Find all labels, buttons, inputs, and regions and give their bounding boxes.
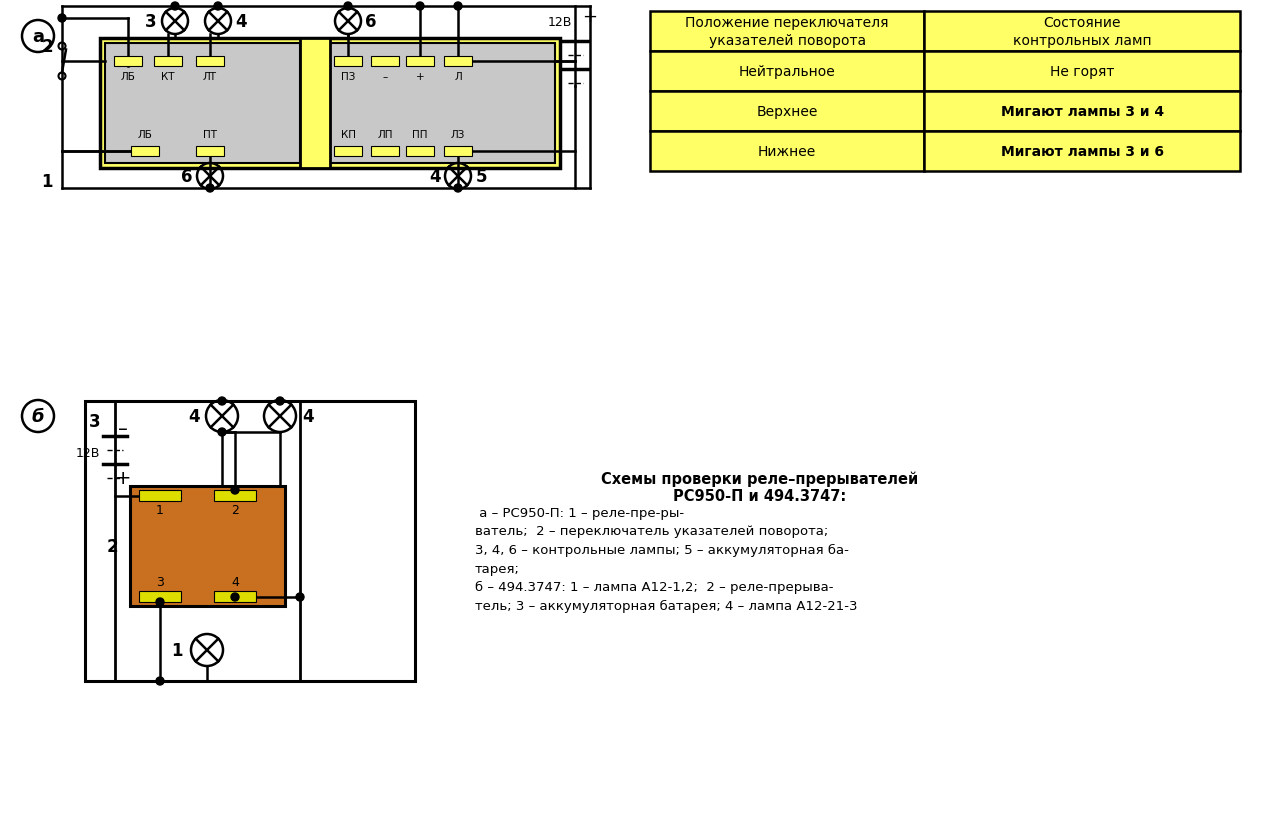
Text: 3: 3 — [145, 13, 157, 31]
Bar — [300, 39, 330, 169]
Text: а – РС950-П: 1 – реле-пре­ры-
ватель;  2 – переключатель указателей поворота;
3,: а – РС950-П: 1 – реле-пре­ры- ватель; 2 … — [475, 507, 857, 612]
Text: Нейтральное: Нейтральное — [739, 65, 836, 79]
Circle shape — [171, 3, 179, 11]
Text: 12В: 12В — [76, 447, 100, 460]
Text: РС950-П и 494.3747:: РС950-П и 494.3747: — [673, 488, 847, 503]
Circle shape — [417, 3, 424, 11]
Text: Верхнее: Верхнее — [757, 104, 818, 119]
Text: ЛЗ: ЛЗ — [451, 130, 465, 140]
Text: +: + — [114, 469, 131, 488]
Text: ЛТ: ЛТ — [203, 72, 217, 82]
Text: 3: 3 — [89, 412, 100, 431]
Text: Мигают лампы 3 и 4: Мигают лампы 3 и 4 — [1001, 104, 1163, 119]
Bar — [138, 491, 182, 502]
Bar — [925, 132, 1240, 171]
Circle shape — [453, 185, 462, 193]
Bar — [650, 52, 925, 92]
Bar — [196, 57, 224, 67]
Circle shape — [215, 3, 222, 11]
Text: Нижнее: Нижнее — [758, 145, 817, 159]
Text: 4: 4 — [302, 407, 314, 426]
Bar — [371, 147, 399, 157]
Bar — [650, 92, 925, 132]
Text: б: б — [32, 407, 44, 426]
Text: –: – — [382, 72, 387, 82]
Circle shape — [156, 677, 164, 686]
Bar — [330, 44, 555, 164]
Text: ЛБ: ЛБ — [137, 130, 152, 140]
Bar — [444, 147, 472, 157]
Text: 4: 4 — [235, 13, 246, 31]
Text: 3: 3 — [156, 576, 164, 589]
Text: 4: 4 — [231, 576, 239, 589]
Text: 2: 2 — [41, 38, 53, 56]
Bar — [85, 401, 415, 681]
Text: –: – — [118, 419, 128, 438]
Circle shape — [156, 599, 164, 606]
Bar — [444, 57, 472, 67]
Bar — [406, 147, 434, 157]
Text: 1: 1 — [41, 173, 53, 191]
Text: Мигают лампы 3 и 6: Мигают лампы 3 и 6 — [1001, 145, 1163, 159]
Text: ПП: ПП — [413, 130, 428, 140]
Bar — [215, 591, 257, 602]
Bar — [154, 57, 182, 67]
Text: КП: КП — [340, 130, 356, 140]
Text: 6: 6 — [364, 13, 376, 31]
Bar — [650, 12, 925, 52]
Bar — [371, 57, 399, 67]
Bar — [925, 92, 1240, 132]
Text: а: а — [32, 28, 44, 46]
Bar — [334, 57, 362, 67]
Circle shape — [231, 594, 239, 601]
Text: ПТ: ПТ — [203, 130, 217, 140]
Text: 6: 6 — [182, 168, 193, 186]
Circle shape — [218, 429, 226, 436]
Text: 4: 4 — [188, 407, 199, 426]
Bar — [114, 57, 142, 67]
Text: Схемы проверки реле–прерывателей: Схемы проверки реле–прерывателей — [602, 472, 918, 487]
Text: Не горят: Не горят — [1050, 65, 1114, 79]
Text: 12В: 12В — [547, 16, 573, 28]
Text: 1: 1 — [171, 641, 183, 660]
Text: 5: 5 — [476, 168, 488, 186]
Bar — [138, 591, 182, 602]
Text: Состояние
контрольных ламп: Состояние контрольных ламп — [1013, 17, 1152, 48]
Text: ПЗ: ПЗ — [340, 72, 356, 82]
Text: ЛБ: ЛБ — [121, 72, 136, 82]
Text: 4: 4 — [429, 168, 441, 186]
Bar — [215, 491, 257, 502]
Text: 2: 2 — [231, 503, 239, 516]
Text: 2: 2 — [107, 538, 118, 555]
Bar — [925, 12, 1240, 52]
Circle shape — [231, 487, 239, 494]
Bar — [406, 57, 434, 67]
Text: Л: Л — [455, 72, 462, 82]
Circle shape — [206, 185, 215, 193]
Bar — [131, 147, 159, 157]
Bar — [105, 44, 300, 164]
Circle shape — [58, 15, 66, 23]
Bar — [650, 132, 925, 171]
Circle shape — [453, 3, 462, 11]
Circle shape — [344, 3, 352, 11]
Circle shape — [296, 594, 304, 601]
Text: ЛП: ЛП — [377, 130, 392, 140]
Circle shape — [276, 398, 284, 405]
Circle shape — [218, 398, 226, 405]
Text: +: + — [583, 8, 597, 26]
Text: КТ: КТ — [161, 72, 175, 82]
Text: Положение переключателя
указателей поворота: Положение переключателя указателей повор… — [686, 17, 889, 48]
Bar — [334, 147, 362, 157]
Bar — [925, 52, 1240, 92]
Text: 1: 1 — [156, 503, 164, 516]
Bar — [130, 487, 284, 606]
Bar — [196, 147, 224, 157]
Text: +: + — [415, 72, 424, 82]
Bar — [100, 39, 560, 169]
